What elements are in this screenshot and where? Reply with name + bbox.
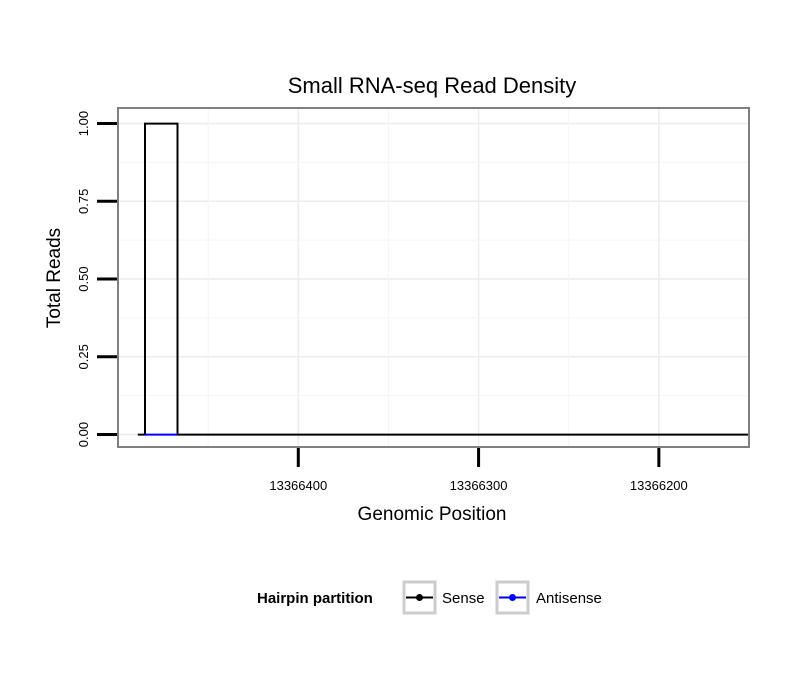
y-tick-label: 0.00 bbox=[76, 422, 91, 447]
y-tick-label: 0.75 bbox=[76, 189, 91, 214]
x-tick-label: 13366400 bbox=[269, 478, 327, 493]
y-axis-label: Total Reads bbox=[44, 228, 65, 328]
plot-panel bbox=[117, 107, 750, 448]
y-axis: 0.00 0.25 0.50 0.75 1.00 bbox=[76, 111, 117, 447]
series-layer bbox=[137, 122, 749, 436]
x-axis: 13366400 13366300 13366200 bbox=[269, 448, 688, 493]
y-tick-label: 1.00 bbox=[76, 111, 91, 136]
legend: Hairpin partition Sense Antisense bbox=[257, 580, 602, 615]
grid-lines bbox=[118, 108, 750, 447]
plot-border bbox=[117, 107, 750, 448]
x-tick-label: 13366300 bbox=[450, 478, 508, 493]
legend-item-sense: Sense bbox=[402, 580, 485, 615]
legend-point-antisense bbox=[509, 594, 516, 601]
legend-label-sense: Sense bbox=[442, 590, 485, 607]
chart-title: Small RNA-seq Read Density bbox=[288, 73, 577, 98]
legend-label-antisense: Antisense bbox=[536, 590, 602, 607]
x-axis-label: Genomic Position bbox=[358, 504, 507, 525]
legend-item-antisense: Antisense bbox=[495, 580, 602, 615]
x-tick-label: 13366200 bbox=[630, 478, 688, 493]
series-line-sense bbox=[137, 122, 749, 436]
y-tick-label: 0.50 bbox=[76, 266, 91, 291]
y-tick-label: 0.25 bbox=[76, 344, 91, 369]
legend-title: Hairpin partition bbox=[257, 590, 373, 607]
plot-background bbox=[118, 108, 749, 447]
legend-point-sense bbox=[416, 594, 423, 601]
